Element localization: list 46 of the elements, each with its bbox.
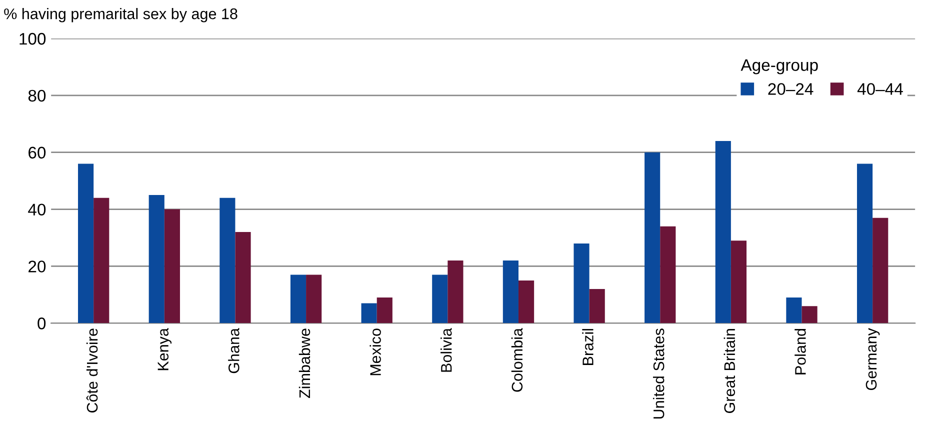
bar: [660, 226, 676, 324]
bar: [448, 260, 464, 324]
legend-label: 40–44: [857, 83, 903, 95]
x-tick-label: Zimbabwe: [298, 328, 310, 398]
bar: [361, 303, 377, 324]
x-tick-label: Poland: [794, 328, 806, 374]
y-tick-label: 60: [28, 146, 46, 159]
x-tick-label: Ghana: [228, 328, 240, 374]
x-tick-label: Great Britain: [724, 328, 736, 413]
y-tick-label: 40: [28, 204, 46, 216]
bar: [432, 274, 448, 324]
bar: [148, 195, 164, 324]
bar: [786, 298, 802, 324]
y-tick-label: 80: [28, 90, 46, 102]
bar: [502, 260, 518, 324]
bar: [235, 232, 251, 324]
x-tick-label: United States: [653, 328, 664, 419]
bar: [306, 274, 322, 324]
legend-title: Age-group: [740, 59, 818, 74]
bar: [856, 164, 873, 324]
y-tick-label: 0: [38, 318, 46, 330]
x-tick-label: Bolivia: [440, 328, 452, 372]
x-tick-label: Mexico: [370, 328, 381, 376]
bar: [715, 140, 731, 324]
bar: [574, 243, 590, 324]
chart-title: % having premarital sex by age 18: [4, 8, 238, 22]
x-tick-label: Côte d'Ivoire: [86, 328, 98, 413]
bar: [644, 152, 660, 324]
x-tick-label: Brazil: [582, 329, 594, 365]
bar: [872, 218, 888, 324]
y-tick-label: 100: [20, 32, 46, 45]
bar: [290, 274, 306, 324]
legend-label: 20–24: [768, 83, 814, 95]
bar: [220, 198, 236, 324]
x-tick-label: Colombia: [511, 328, 523, 392]
bar: [376, 298, 392, 324]
bar: [589, 288, 605, 324]
bar: [164, 209, 180, 324]
x-tick-label: Germany: [866, 328, 880, 390]
x-tick-label: Kenya: [158, 328, 172, 370]
bar: [94, 198, 110, 324]
bar: [802, 306, 818, 324]
bar: [730, 240, 747, 324]
bar: [78, 164, 94, 324]
y-tick-label: 20: [28, 260, 46, 272]
bar: [518, 280, 534, 324]
